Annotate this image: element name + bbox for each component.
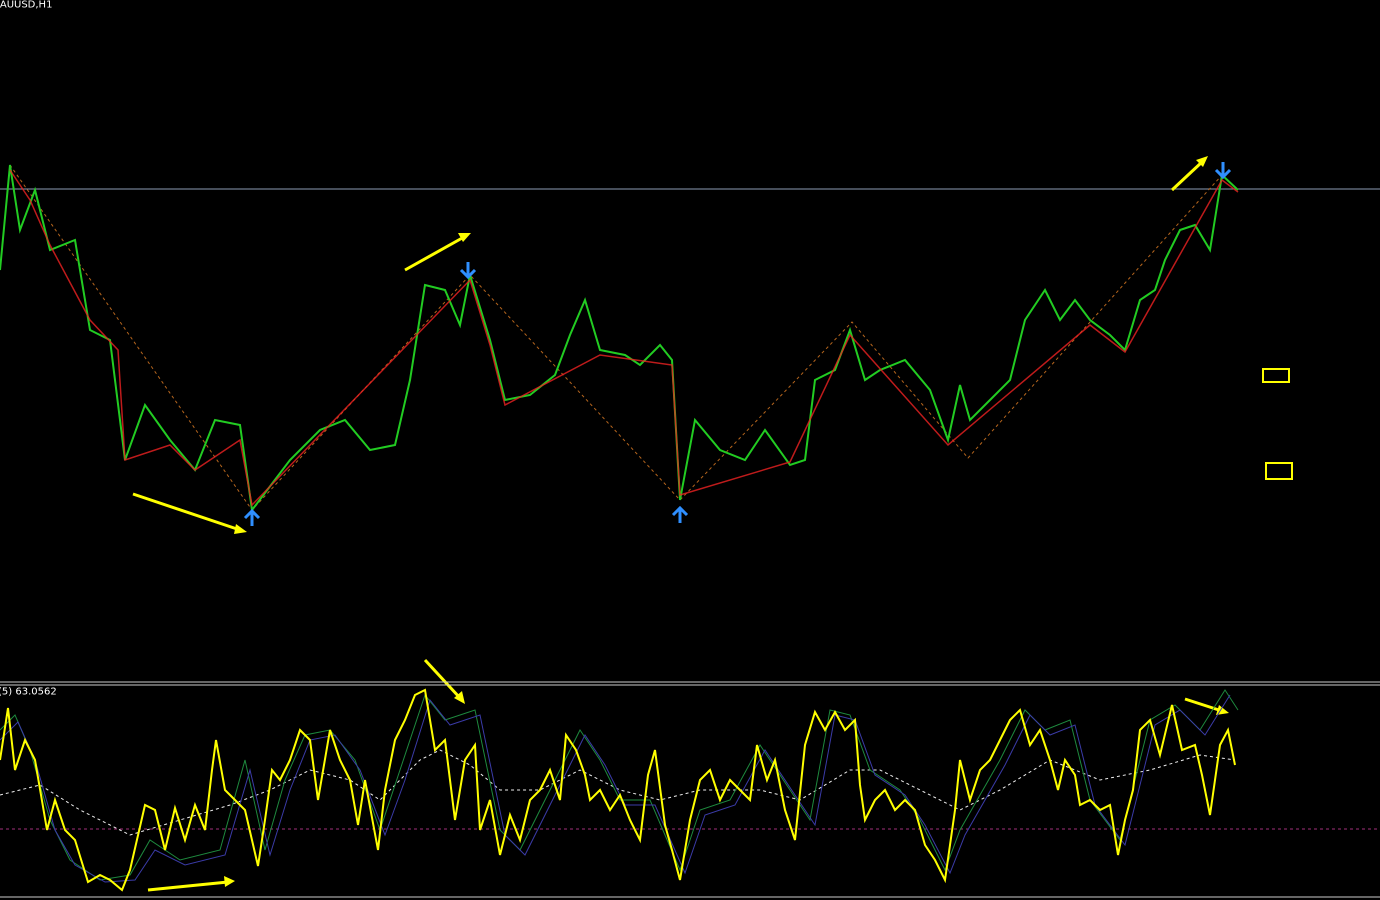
indicator-average — [0, 749, 1236, 836]
annotation-box — [1265, 462, 1293, 480]
symbol-label: XAUUSD,H1 — [0, 0, 52, 10]
arrow-up — [243, 505, 689, 526]
indicator-main — [0, 688, 1236, 892]
annotation-arrow — [132, 156, 1229, 892]
price-path-down — [9, 169, 1239, 507]
indicator-label: (5) 63.0562 — [0, 686, 57, 697]
indicator-signal — [0, 694, 1231, 883]
price-path — [0, 164, 1239, 513]
arrow-down — [459, 162, 1232, 280]
annotation-box — [1262, 368, 1290, 383]
